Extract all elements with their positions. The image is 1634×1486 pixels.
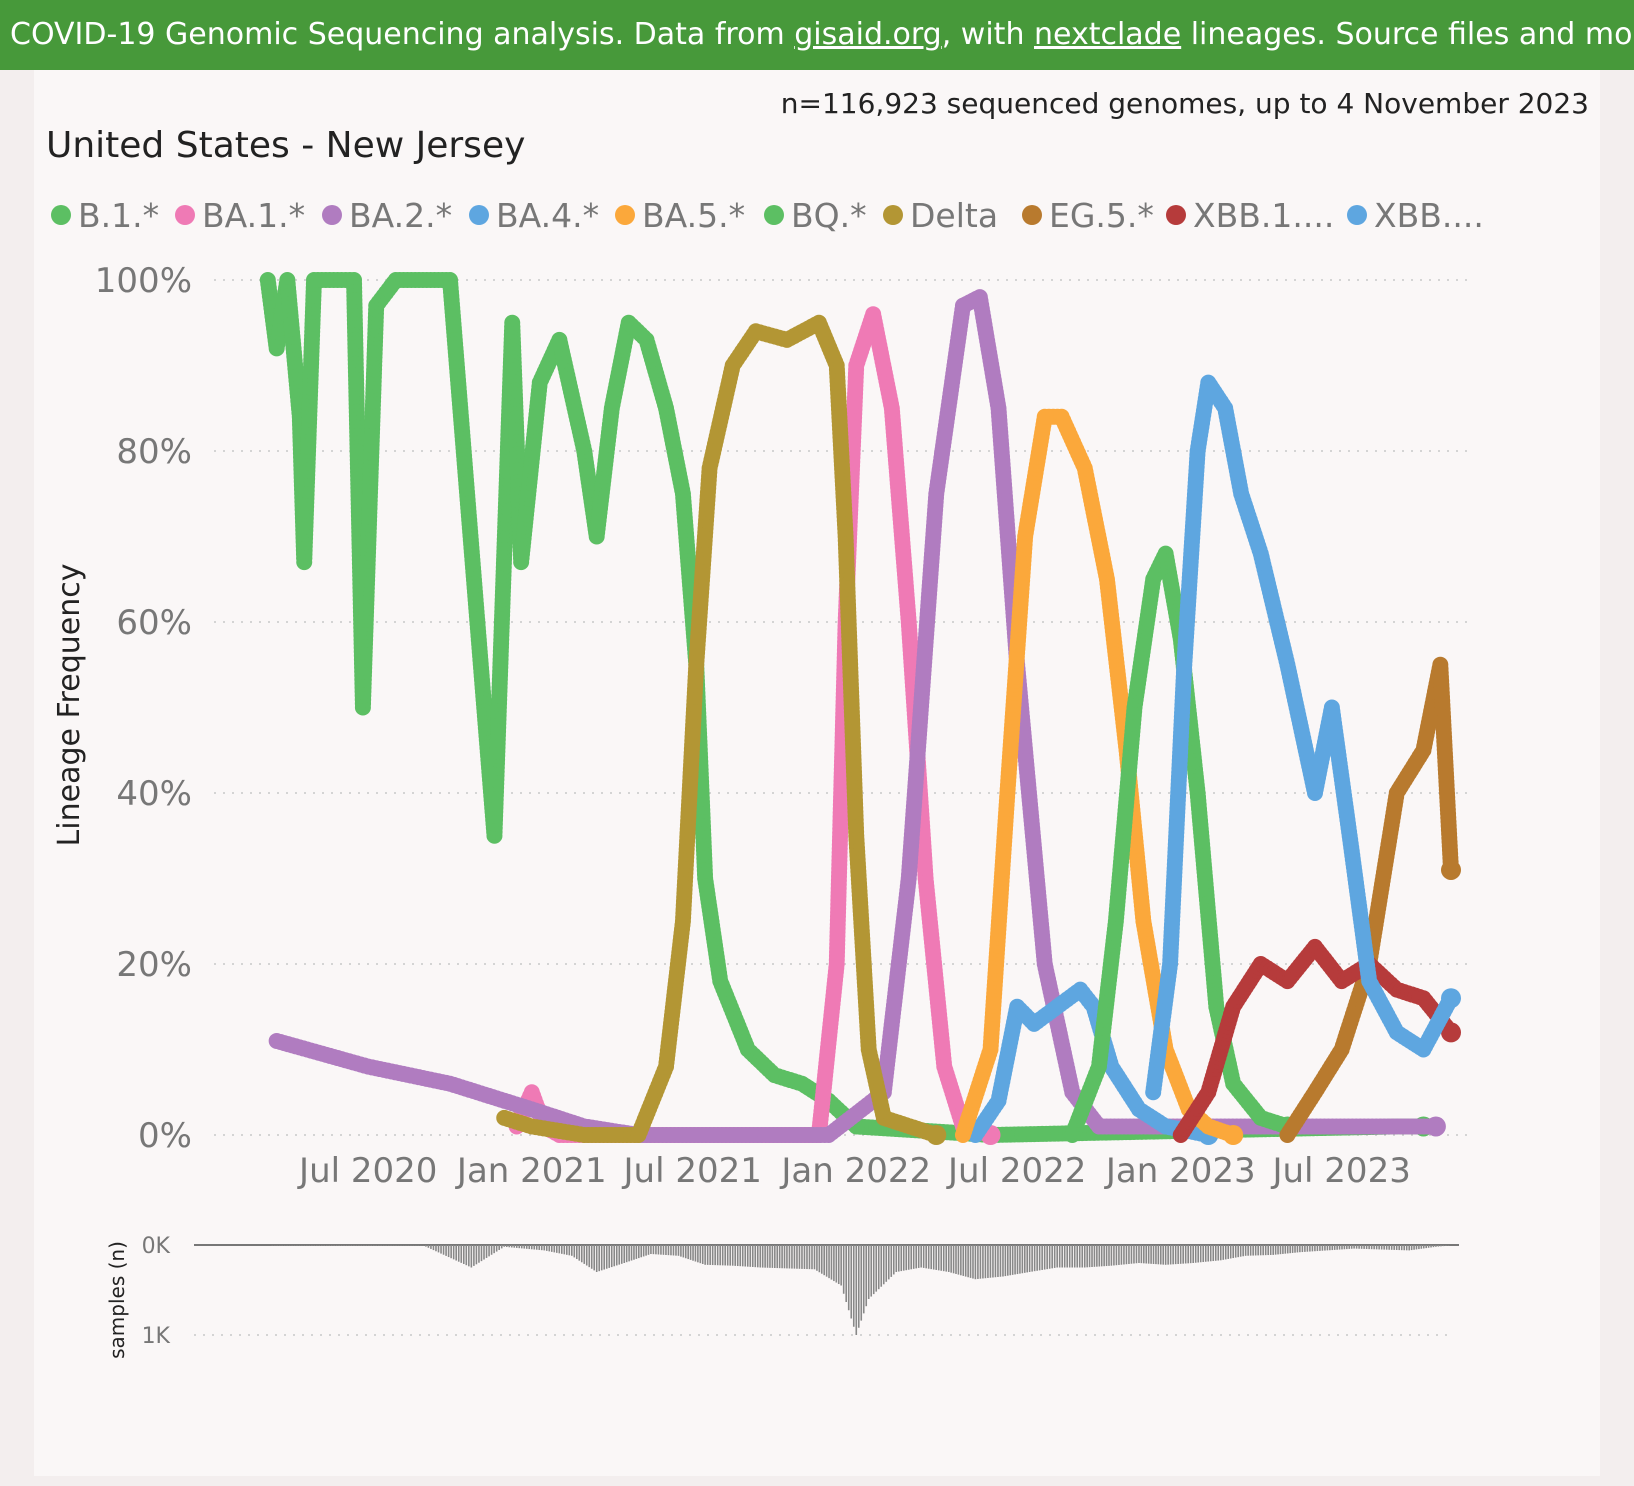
x-tick-label: Jan 2023: [1104, 1151, 1256, 1191]
x-tick-label: Jul 2022: [946, 1151, 1086, 1191]
legend-item-5[interactable]: BQ.*: [764, 196, 867, 235]
chart-title: United States - New Jersey: [46, 125, 525, 166]
x-tick-label: Jul 2021: [622, 1151, 762, 1191]
y-tick-label: 80%: [116, 432, 192, 472]
legend-swatch: [615, 205, 635, 225]
legend-label: XBB.1....: [1193, 196, 1334, 235]
banner-prefix: COVID-19 Genomic Sequencing analysis. Da…: [10, 17, 795, 52]
legend-label: EG.5.*: [1049, 196, 1154, 235]
legend-label: Delta: [910, 196, 998, 235]
x-tick-labels: Jul 2020 Jan 2021 Jul 2021 Jan 2022 Jul 2022…: [297, 1151, 1411, 1191]
data-point: [926, 1125, 947, 1145]
samples-tick-label: 1K: [142, 1324, 171, 1349]
x-tick-label: Jul 2020: [297, 1151, 437, 1191]
legend-label: BA.5.*: [642, 196, 745, 235]
legend-label: B.1.*: [78, 196, 159, 235]
legend-item-7[interactable]: EG.5.*: [1022, 196, 1154, 235]
series-0: [259, 272, 1434, 1143]
gisaid-link[interactable]: gisaid.org: [794, 17, 942, 52]
legend-item-4[interactable]: BA.5.*: [615, 196, 745, 235]
legend-item-2[interactable]: BA.2.*: [322, 196, 452, 235]
nextclade-link[interactable]: nextclade: [1034, 17, 1182, 52]
legend-label: BA.4.*: [496, 196, 599, 235]
x-tick-label: Jan 2022: [779, 1151, 931, 1191]
legend-swatch: [764, 205, 784, 225]
chart-legend: B.1.* BA.1.* BA.2.* BA.4.* BA.5.* BQ.* Delta EG…: [51, 196, 1484, 235]
legend-label: BA.2.*: [349, 196, 452, 235]
legend-item-6[interactable]: Delta: [883, 196, 998, 235]
samples-tick-label: 0K: [142, 1234, 171, 1259]
chart-subtitle: n=116,923 sequenced genomes, up to 4 Nov…: [781, 87, 1589, 120]
y-tick-labels: 0% 20% 40% 60% 80% 100%: [95, 261, 192, 1156]
chart-panel: n=116,923 sequenced genomes, up to 4 Nov…: [34, 70, 1600, 1476]
y-tick-label: 0%: [138, 1116, 192, 1156]
banner-suffix: lineages. Source files and more info on: [1190, 17, 1634, 52]
top-banner: COVID-19 Genomic Sequencing analysis. Da…: [0, 0, 1634, 70]
legend-label: BQ.*: [791, 196, 867, 235]
data-point: [1425, 1116, 1446, 1137]
x-tick-label: Jan 2021: [455, 1151, 607, 1191]
legend-swatch: [51, 205, 71, 225]
series-6: [496, 314, 947, 1145]
y-tick-label: 40%: [116, 774, 192, 814]
banner-middle: , with: [941, 17, 1034, 52]
samples-subchart: 0K 1K samples (n): [105, 1234, 1459, 1359]
legend-swatch: [175, 205, 195, 225]
legend-item-0[interactable]: B.1.*: [51, 196, 159, 235]
lineage-chart: n=116,923 sequenced genomes, up to 4 Nov…: [46, 87, 1589, 1359]
x-tick-label: Jul 2023: [1270, 1151, 1410, 1191]
y-tick-label: 20%: [116, 945, 192, 985]
y-tick-label: 100%: [95, 261, 192, 301]
legend-label: XBB....: [1374, 196, 1484, 235]
legend-swatch: [469, 205, 489, 225]
legend-swatch: [1347, 205, 1367, 225]
legend-item-8[interactable]: XBB.1....: [1166, 196, 1334, 235]
data-point: [1440, 988, 1461, 1009]
legend-swatch: [322, 205, 342, 225]
legend-item-9[interactable]: XBB....: [1347, 196, 1484, 235]
legend-item-3[interactable]: BA.4.*: [469, 196, 599, 235]
samples-axis-label: samples (n): [105, 1241, 129, 1359]
legend-swatch: [1166, 205, 1186, 225]
legend-label: BA.1.*: [202, 196, 305, 235]
y-tick-label: 60%: [116, 603, 192, 643]
series-layer: [259, 272, 1461, 1145]
legend-swatch: [883, 205, 903, 225]
series-2: [268, 289, 1446, 1143]
data-point: [1440, 859, 1461, 880]
y-axis-label: Lineage Frequency: [52, 564, 87, 847]
legend-item-1[interactable]: BA.1.*: [175, 196, 305, 235]
legend-swatch: [1022, 205, 1042, 225]
data-point: [1223, 1125, 1244, 1145]
